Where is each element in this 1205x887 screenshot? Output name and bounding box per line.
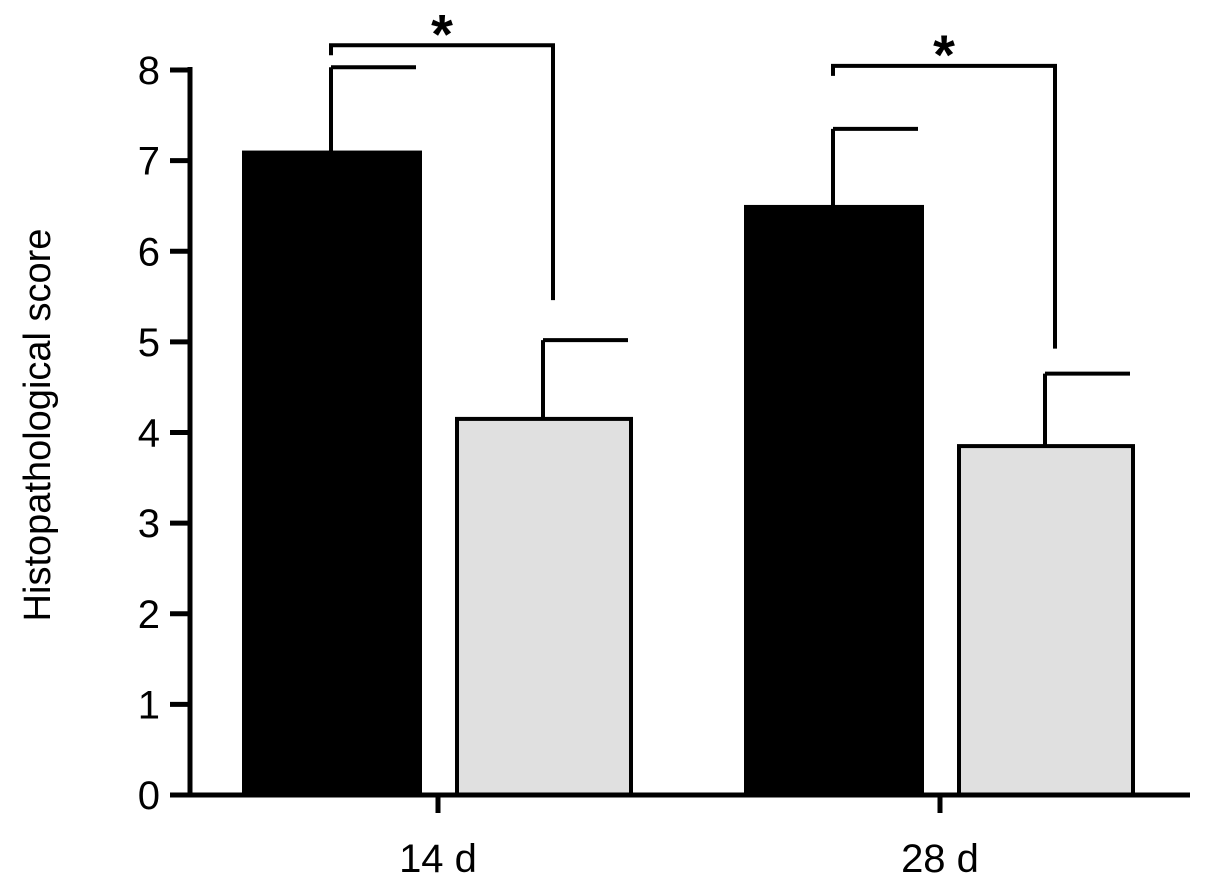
bar-28d-s2 [957,444,1135,797]
x-tick-label-14d: 14 d [399,837,477,881]
y-tick-label-4: 4 [138,412,160,456]
y-tick-label-7: 7 [138,140,160,184]
y-tick-label-1: 1 [138,683,160,727]
y-tick-label-0: 0 [138,774,160,818]
y-tick-label-3: 3 [138,502,160,546]
ticks-layer: 0 1 2 3 4 5 6 7 8 14 d 28 d [138,49,979,881]
y-tick-label-8: 8 [138,49,160,93]
significance-bracket-14d [329,43,555,301]
y-axis-label: Histopathological score [17,229,59,622]
significance-star-28d: * [933,23,955,86]
x-tick-label-28d: 28 d [901,837,979,881]
significance-bracket-28d [831,63,1057,349]
y-tick-label-6: 6 [138,230,160,274]
significance-star-14d: * [431,2,453,65]
bar-14d-s1 [242,150,422,796]
y-tick-label-5: 5 [138,321,160,365]
significance-layer: * * [329,2,1057,349]
y-tick-label-2: 2 [138,593,160,637]
bar-28d-s1 [744,204,924,796]
bar-14d-s2 [455,416,633,797]
error-bars-layer [329,65,1130,447]
bars-layer [242,150,1135,797]
